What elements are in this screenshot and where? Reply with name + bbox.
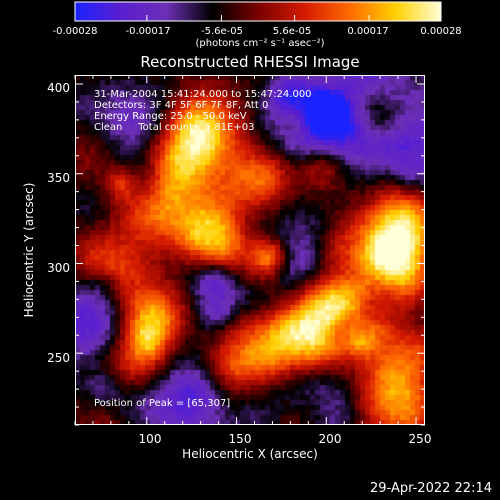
x-tick-label: 150	[228, 432, 252, 446]
y-tick-label: 400	[47, 81, 70, 95]
y-axis-label: Heliocentric Y (arcsec)	[22, 182, 36, 318]
colorbar-tick: 5.6e-05	[272, 26, 312, 37]
plot-area	[75, 75, 425, 425]
colorbar-gradient	[74, 1, 442, 22]
y-tick-label: 350	[47, 171, 70, 185]
chart-title: Reconstructed RHESSI Image	[140, 53, 360, 71]
colorbar-tick: 0.00028	[420, 26, 462, 37]
colorbar-tick: -0.00028	[52, 26, 98, 37]
x-tick-label: 250	[408, 432, 432, 446]
colorbar-unit-label: (photons cm⁻² s⁻¹ asec⁻²)	[195, 38, 325, 49]
annotation-total-counts: Clean Total counts: 5.81E+03	[94, 122, 255, 133]
x-axis-label: Heliocentric X (arcsec)	[182, 447, 318, 461]
annotation-detectors: Detectors: 3F 4F 5F 6F 7F 8F, Att 0	[94, 100, 269, 111]
colorbar	[74, 1, 442, 22]
annotation-peak-position: Position of Peak = [65,307]	[94, 398, 231, 409]
y-tick-label: 300	[47, 261, 70, 275]
colorbar-tick: 0.00017	[347, 26, 389, 37]
x-tick-label: 100	[138, 432, 162, 446]
x-tick-label: 200	[318, 432, 342, 446]
colorbar-tick: -0.00017	[125, 26, 171, 37]
heatmap-image	[75, 75, 425, 425]
annotation-energy-range: Energy Range: 25.0 - 50.0 keV	[94, 111, 247, 122]
y-tick-label: 250	[47, 351, 70, 365]
plot-timestamp: 29-Apr-2022 22:14	[370, 481, 492, 496]
annotation-time-range: 31-Mar-2004 15:41:24.000 to 15:47:24.000	[94, 89, 312, 100]
colorbar-tick: -5.6e-05	[201, 26, 243, 37]
